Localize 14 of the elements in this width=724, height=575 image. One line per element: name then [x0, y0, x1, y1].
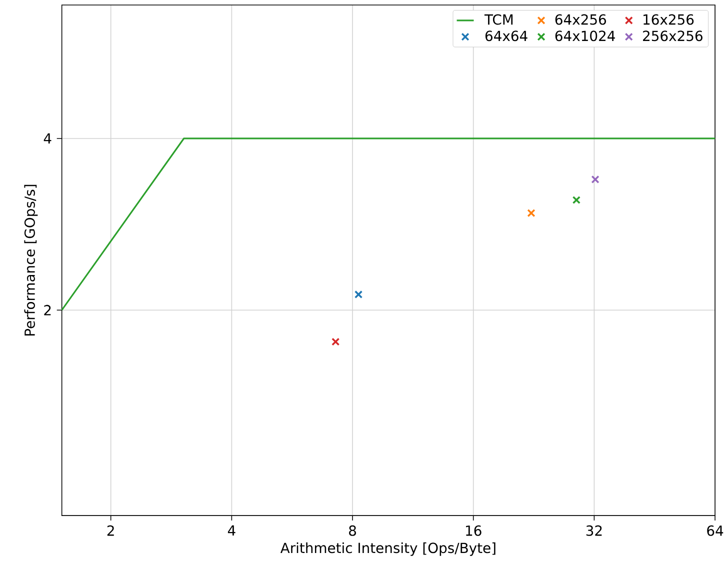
legend-label: 16x256	[644, 14, 694, 25]
x-tick-label: 8	[349, 525, 356, 536]
x-tick-label: 2	[107, 525, 114, 536]
legend-label: 256x256	[643, 30, 702, 41]
x-axis-title: Arithmetic Intensity [Ops/Byte]	[280, 542, 496, 556]
legend-label: 64x256	[555, 14, 606, 25]
y-axis-title: Performance [GOps/s]	[24, 184, 38, 336]
legend-label: 64x1024	[555, 30, 615, 41]
x-tick-label: 64	[707, 525, 724, 536]
legend-label: 64x64	[485, 30, 528, 41]
x-tick-label: 32	[586, 525, 602, 536]
x-tick-label: 16	[466, 525, 482, 536]
x-tick-label: 4	[228, 525, 236, 536]
legend-label: TCM	[484, 14, 513, 25]
